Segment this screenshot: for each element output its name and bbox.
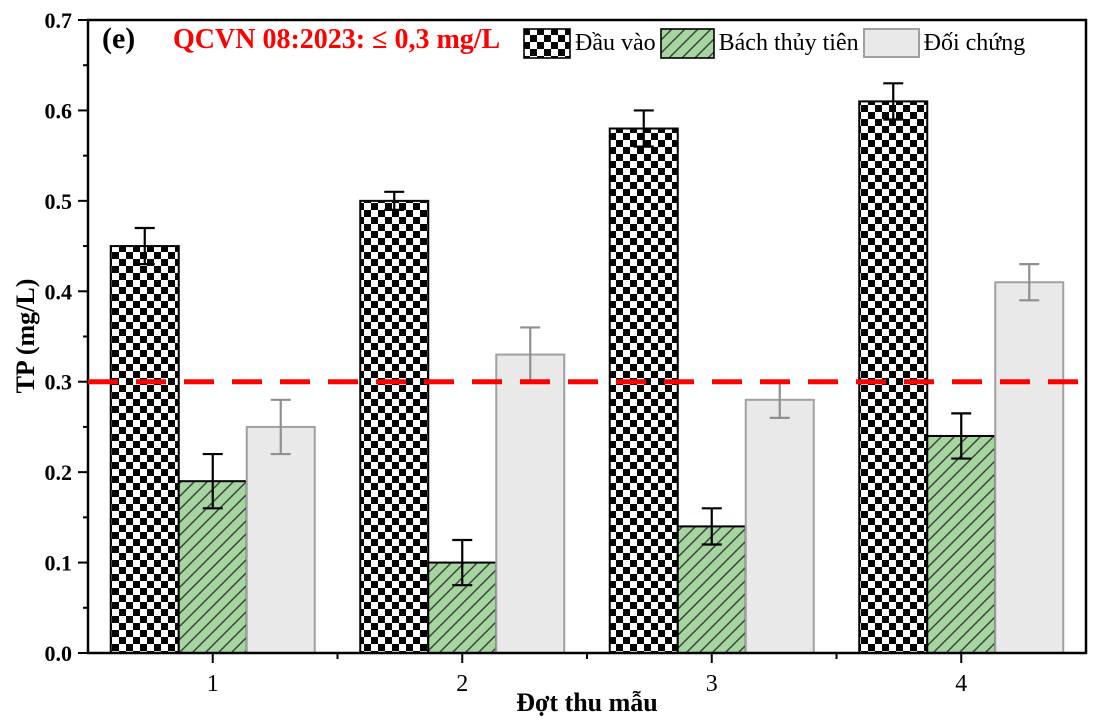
bar-solid-group3 (744, 398, 815, 654)
error-bar (134, 226, 155, 266)
panel-label: (e) (102, 22, 136, 55)
error-bar (1019, 263, 1040, 302)
error-bar (202, 452, 223, 510)
bar-checker-group4 (858, 100, 929, 654)
legend-label: Đầu vào (575, 29, 656, 56)
legend: Đầu vào Bách thủy tiên Đối chứng (523, 24, 1029, 62)
bar-solid-group4 (994, 281, 1065, 654)
bar-hatch-group1 (177, 480, 248, 654)
bar-hatch-group4 (926, 434, 997, 654)
legend-label: Đối chứng (923, 29, 1026, 56)
legend-item-dau-vao: Đầu vào (523, 27, 656, 59)
y-tick-label: 0.0 (45, 641, 73, 666)
error-bar (270, 398, 291, 456)
y-tick-label: 0.7 (45, 8, 73, 33)
legend-swatch-solid-icon (862, 28, 920, 58)
legend-swatch-hatch-icon (659, 27, 715, 59)
error-bar (701, 507, 722, 546)
y-tick-label: 0.6 (45, 98, 73, 123)
legend-swatch-checker-icon (523, 27, 571, 59)
error-bar (452, 538, 473, 587)
x-axis-title: Đợt thu mẫu (516, 688, 658, 717)
y-tick-label: 0.5 (45, 189, 73, 214)
y-tick-label: 0.2 (45, 460, 73, 485)
threshold-annotation: QCVN 08:2023: ≤ 0,3 mg/L (173, 24, 501, 55)
error-bar (951, 412, 972, 460)
bar-solid-group2 (495, 353, 566, 654)
legend-item-bach-thuy-tien: Bách thủy tiên (659, 27, 859, 59)
bar-checker-group2 (359, 199, 430, 654)
y-tick-label: 0.3 (45, 370, 73, 395)
x-tick-label: 4 (955, 671, 967, 697)
bar-checker-group1 (109, 245, 180, 654)
error-bar (384, 190, 405, 211)
y-tick-label: 0.1 (45, 551, 73, 576)
x-tick-label: 2 (456, 671, 468, 697)
error-bar (633, 109, 654, 148)
bar-solid-group1 (245, 425, 316, 654)
y-axis-title: TP (mg/L) (11, 278, 40, 394)
x-tick-label: 3 (706, 671, 718, 697)
y-tick-label: 0.4 (45, 279, 73, 304)
legend-item-doi-chung: Đối chứng (862, 28, 1026, 58)
bar-checker-group3 (608, 127, 679, 654)
x-tick-label: 1 (207, 671, 219, 697)
error-bar (883, 82, 904, 121)
legend-label: Bách thủy tiên (718, 29, 859, 56)
